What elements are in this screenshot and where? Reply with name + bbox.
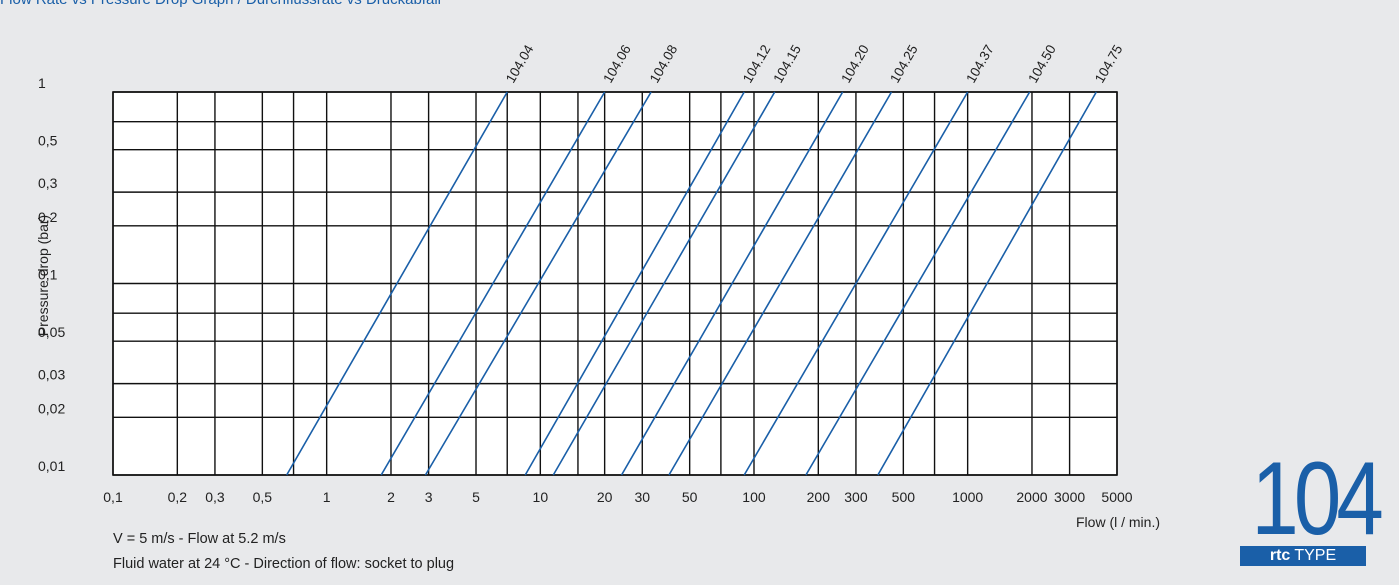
y-tick-label: 0,5 [38, 133, 58, 149]
x-tick-label: 1000 [952, 489, 983, 505]
y-tick-label: 1 [38, 75, 46, 91]
y-tick-label: 0,05 [38, 324, 65, 340]
badge-brand: rtc [1269, 547, 1291, 564]
series-label: 104.12 [740, 42, 774, 85]
note-fluid: Fluid water at 24 °C - Direction of flow… [113, 556, 455, 572]
x-tick-label: 0,3 [205, 489, 225, 505]
y-tick-label: 0,01 [38, 458, 65, 474]
series-line [668, 91, 893, 476]
x-tick-label: 30 [634, 489, 650, 505]
series-line [285, 91, 508, 476]
x-tick-label: 0,2 [168, 489, 188, 505]
x-tick-label: 200 [807, 489, 831, 505]
y-tick-label: 0,1 [38, 267, 58, 283]
series-line [424, 91, 652, 476]
series-line [552, 91, 776, 476]
x-tick-label: 500 [892, 489, 916, 505]
series-line [620, 91, 844, 476]
x-tick-label: 2000 [1016, 489, 1047, 505]
x-tick-label: 0,1 [103, 489, 123, 505]
x-tick-label: 5 [472, 489, 480, 505]
series-line [805, 91, 1031, 476]
x-tick-label: 50 [682, 489, 698, 505]
series-line [524, 91, 745, 476]
x-tick-label: 5000 [1101, 489, 1132, 505]
series-label: 104.75 [1092, 42, 1126, 85]
series-label: 104.50 [1025, 42, 1059, 85]
y-axis-title: Pressure drop (bar) [35, 215, 51, 336]
x-tick-label: 100 [742, 489, 766, 505]
x-tick-label: 10 [533, 489, 549, 505]
x-axis-title: Flow (l / min.) [1076, 514, 1160, 530]
x-tick-label: 1 [323, 489, 331, 505]
series-label: 104.37 [963, 42, 997, 85]
series-label: 104.20 [838, 42, 872, 85]
series-label: 104.08 [647, 42, 681, 85]
badge-type-bar: rtc TYPE [1240, 546, 1366, 566]
x-tick-label: 20 [597, 489, 613, 505]
y-tick-label: 0,02 [38, 400, 65, 416]
series-line [380, 91, 606, 476]
x-tick-label: 3000 [1054, 489, 1085, 505]
badge-number: 104 [1251, 441, 1383, 557]
x-tick-label: 3 [425, 489, 433, 505]
note-velocity: V = 5 m/s - Flow at 5.2 m/s [113, 531, 286, 547]
x-tick-label: 2 [387, 489, 395, 505]
x-tick-label: 300 [844, 489, 868, 505]
y-tick-label: 0,2 [38, 209, 58, 225]
y-tick-label: 0,3 [38, 175, 58, 191]
series-label: 104.06 [600, 42, 634, 85]
x-tick-label: 0,5 [253, 489, 273, 505]
plot-frame [112, 91, 1118, 476]
series-label: 104.04 [503, 42, 537, 86]
series-line [877, 91, 1097, 476]
series-line [743, 91, 969, 476]
y-tick-label: 0,03 [38, 367, 65, 383]
page-title: Flow Rate vs Pressure Drop Graph / Durch… [0, 0, 441, 8]
type-badge: 104 rtc TYPE [1240, 447, 1384, 570]
badge-type-label: TYPE [1294, 547, 1337, 564]
series-label: 104.15 [770, 42, 804, 85]
series-label: 104.25 [887, 42, 921, 85]
